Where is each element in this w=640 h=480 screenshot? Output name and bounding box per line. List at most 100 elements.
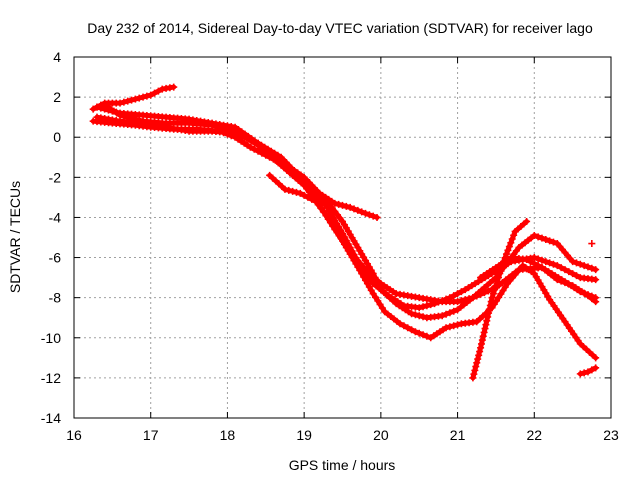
data-point-marker — [308, 195, 316, 203]
data-point-marker — [576, 370, 584, 378]
plot-frame — [73, 56, 612, 419]
y-tick-label: 2 — [53, 89, 61, 105]
data-point-marker — [415, 312, 423, 320]
x-tick-label: 22 — [526, 427, 542, 443]
data-point-marker — [523, 217, 531, 225]
data-point-marker — [493, 278, 501, 286]
series-track-6 — [266, 171, 600, 362]
data-point-marker — [475, 351, 483, 359]
data-point-marker — [542, 258, 550, 266]
data-point-marker — [442, 324, 450, 332]
data-point-marker — [569, 270, 577, 278]
data-point-marker — [483, 317, 491, 325]
series-track-4 — [101, 101, 600, 306]
data-point-marker — [478, 336, 486, 344]
data-point-marker — [335, 200, 343, 208]
y-tick-label: -14 — [41, 410, 61, 426]
data-point-marker — [584, 292, 592, 300]
data-point-marker — [112, 108, 120, 116]
data-point-marker — [477, 340, 485, 348]
data-point-marker — [549, 238, 557, 246]
data-point-marker — [411, 311, 419, 319]
data-point-marker — [454, 298, 462, 306]
data-point-marker — [170, 83, 178, 91]
series-track-3 — [93, 113, 600, 312]
data-point-marker — [477, 344, 485, 352]
data-point-marker — [489, 290, 497, 298]
data-point-marker — [465, 295, 473, 303]
data-point-marker — [292, 188, 300, 196]
data-point-marker — [419, 313, 427, 321]
data-point-marker — [469, 374, 477, 382]
data-point-marker — [369, 290, 377, 298]
data-point-marker — [371, 293, 379, 301]
y-tick-label: 0 — [53, 129, 61, 145]
data-point-marker — [331, 199, 339, 207]
data-point-marker — [492, 282, 500, 290]
data-point-marker — [481, 325, 489, 333]
data-point-marker — [538, 234, 546, 242]
data-point-marker — [376, 300, 384, 308]
data-point-marker — [454, 321, 462, 329]
data-point-marker — [365, 211, 373, 219]
data-point-marker — [474, 355, 482, 363]
data-point-marker — [584, 263, 592, 271]
data-point-marker — [378, 304, 386, 312]
data-point-marker — [342, 202, 350, 210]
data-point-marker — [423, 332, 431, 340]
data-point-marker — [105, 106, 113, 114]
series-track-2 — [89, 117, 600, 322]
data-point-marker — [354, 206, 362, 214]
x-tick-label: 16 — [66, 427, 82, 443]
series-track-10 — [588, 240, 596, 248]
data-point-marker — [374, 297, 382, 305]
x-tick-label: 19 — [296, 427, 312, 443]
data-point-marker — [304, 193, 312, 201]
data-point-marker — [485, 305, 493, 313]
data-point-marker — [128, 96, 136, 104]
data-point-marker — [497, 266, 505, 274]
data-point-marker — [487, 298, 495, 306]
data-point-marker — [530, 260, 538, 268]
data-point-marker — [504, 246, 512, 254]
data-point-marker — [569, 258, 577, 266]
data-point-marker — [419, 303, 427, 311]
data-point-marker — [89, 105, 97, 113]
data-point-marker — [572, 272, 580, 280]
data-point-marker — [479, 332, 487, 340]
data-point-marker — [546, 259, 554, 267]
data-point-marker — [93, 103, 101, 111]
data-point-marker — [480, 289, 488, 297]
data-point-marker — [553, 262, 561, 270]
data-point-marker — [592, 354, 600, 362]
data-point-marker — [538, 256, 546, 264]
data-point-marker — [476, 348, 484, 356]
data-point-marker — [494, 274, 502, 282]
data-point-marker — [491, 286, 499, 294]
data-point-marker — [496, 270, 504, 278]
y-tick-label: -12 — [41, 370, 61, 386]
data-point-marker — [281, 185, 289, 193]
data-point-marker — [373, 213, 381, 221]
data-point-marker — [346, 203, 354, 211]
y-tick-labels: 4 2 0 -2 -4 -6 -8 -10 -12 -14 — [41, 49, 61, 426]
data-point-marker — [565, 280, 573, 288]
y-tick-label: -8 — [49, 290, 62, 306]
data-point-marker — [454, 290, 462, 298]
data-point-marker — [116, 99, 124, 107]
x-tick-label: 23 — [603, 427, 619, 443]
data-point-marker — [450, 292, 458, 300]
x-tick-label: 21 — [450, 427, 466, 443]
data-point-marker — [362, 209, 370, 217]
data-point-marker — [446, 309, 454, 317]
data-point-marker — [557, 264, 565, 272]
data-point-marker — [151, 89, 159, 97]
data-point-marker — [561, 279, 569, 287]
data-point-marker — [534, 255, 542, 263]
y-axis-label: SDTVAR / TECUs — [7, 181, 23, 293]
data-point-marker — [565, 268, 573, 276]
data-point-marker — [486, 301, 494, 309]
data-point-marker — [120, 98, 128, 106]
data-point-marker — [124, 97, 132, 105]
data-series — [89, 83, 600, 382]
